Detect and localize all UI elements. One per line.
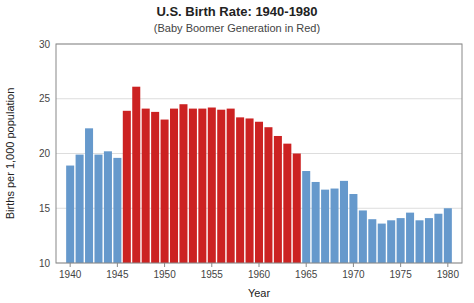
bar — [113, 158, 121, 263]
bar — [444, 208, 452, 263]
bar — [76, 155, 84, 263]
bar — [246, 118, 254, 263]
bar — [142, 109, 150, 263]
bars — [66, 87, 452, 263]
x-tick — [70, 263, 71, 267]
bar — [312, 182, 320, 263]
bar — [227, 109, 235, 263]
bar — [274, 136, 282, 263]
bar — [302, 171, 310, 263]
subtitle: (Baby Boomer Generation in Red) — [154, 22, 320, 34]
bar — [368, 219, 376, 263]
bar — [198, 109, 206, 263]
bar — [104, 151, 112, 263]
bar — [378, 224, 386, 263]
x-tick — [259, 263, 260, 267]
bar — [151, 112, 159, 263]
x-tick-label: 1965 — [295, 269, 318, 280]
bar — [349, 194, 357, 263]
title: U.S. Birth Rate: 1940-1980 — [156, 4, 317, 19]
chart: U.S. Birth Rate: 1940-1980 (Baby Boomer G… — [0, 0, 474, 303]
bar — [66, 166, 74, 263]
bar — [283, 144, 291, 263]
x-tick — [353, 263, 354, 267]
x-tick-label: 1980 — [437, 269, 460, 280]
x-tick-label: 1970 — [342, 269, 365, 280]
bar — [406, 213, 414, 263]
bar — [425, 218, 433, 263]
bar — [85, 128, 93, 263]
y-tick-label: 10 — [39, 258, 51, 269]
bar — [170, 109, 178, 263]
x-axis-label: Year — [248, 287, 271, 299]
x-axis: 1940 1945 1950 1955 1960 1965 1970 1975 1980 — [59, 263, 459, 280]
bar — [123, 111, 131, 263]
bar — [331, 189, 339, 263]
bar — [434, 214, 442, 263]
bar — [161, 120, 169, 263]
bar — [340, 181, 348, 263]
bar — [132, 87, 140, 263]
bar — [217, 110, 225, 263]
x-tick — [400, 263, 401, 267]
bar — [397, 218, 405, 263]
x-tick-label: 1960 — [248, 269, 271, 280]
bar — [359, 210, 367, 263]
x-tick-label: 1940 — [59, 269, 82, 280]
y-axis-label: Births per 1,000 population — [4, 88, 16, 219]
y-tick-label: 20 — [39, 148, 51, 159]
bar — [387, 220, 395, 263]
bar — [179, 104, 187, 263]
y-tick-label: 15 — [39, 203, 51, 214]
plot-frame — [56, 44, 462, 263]
y-tick-label: 30 — [39, 39, 51, 50]
y-tick-label: 25 — [39, 93, 51, 104]
x-tick — [447, 263, 448, 267]
bar — [189, 109, 197, 263]
x-tick-label: 1950 — [153, 269, 176, 280]
x-tick — [117, 263, 118, 267]
bar — [415, 220, 423, 263]
x-tick — [164, 263, 165, 267]
x-tick-label: 1955 — [201, 269, 224, 280]
bar — [255, 122, 263, 263]
bar — [236, 117, 244, 263]
x-tick-label: 1975 — [390, 269, 413, 280]
x-tick — [211, 263, 212, 267]
bar — [208, 108, 216, 263]
x-tick-label: 1945 — [106, 269, 129, 280]
bar — [94, 155, 102, 263]
bar — [321, 190, 329, 263]
bar — [264, 127, 272, 263]
bar — [293, 154, 301, 264]
x-tick — [306, 263, 307, 267]
grid-line — [56, 98, 462, 99]
